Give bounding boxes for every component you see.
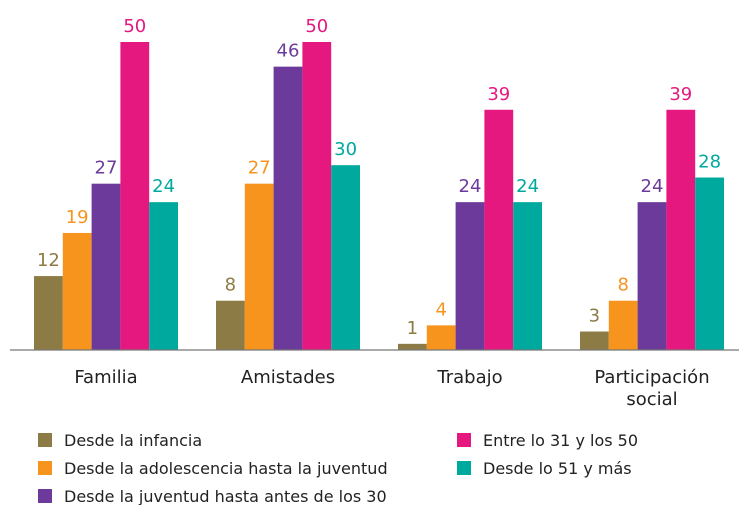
bar xyxy=(34,276,63,350)
value-label: 3 xyxy=(589,306,600,327)
value-label: 4 xyxy=(435,299,446,320)
value-label: 39 xyxy=(487,84,510,105)
legend-item: Desde lo 51 y más xyxy=(457,454,737,482)
legend-swatch xyxy=(457,433,471,447)
value-label: 24 xyxy=(152,176,175,197)
value-label: 39 xyxy=(669,84,692,105)
value-label: 24 xyxy=(641,176,664,197)
x-tick-label: Trabajo xyxy=(437,367,503,388)
bar xyxy=(216,300,245,350)
value-label: 46 xyxy=(277,41,300,62)
bar xyxy=(637,202,667,350)
value-label: 50 xyxy=(123,16,146,37)
legend-label: Desde la juventud hasta antes de los 30 xyxy=(64,486,387,505)
value-label: 50 xyxy=(305,16,328,37)
bar xyxy=(91,183,121,350)
legend-item: Desde la adolescencia hasta la juventud xyxy=(38,454,457,482)
bar xyxy=(455,202,485,350)
bar xyxy=(580,331,609,350)
bar xyxy=(62,232,92,350)
legend: Desde la infancia Desde la adolescencia h… xyxy=(38,426,738,505)
value-label: 27 xyxy=(248,158,271,179)
value-label: 24 xyxy=(459,176,482,197)
bar xyxy=(331,165,360,350)
bar xyxy=(426,325,456,350)
value-label: 12 xyxy=(37,250,60,271)
x-tick-label: Familia xyxy=(74,367,138,388)
bar xyxy=(666,109,696,350)
bar xyxy=(273,66,303,350)
value-label: 30 xyxy=(334,139,357,160)
x-tick-label: Amistades xyxy=(240,367,336,388)
value-label: 28 xyxy=(698,152,721,173)
value-label: 27 xyxy=(95,158,118,179)
bar xyxy=(484,109,514,350)
bar xyxy=(608,300,638,350)
bar xyxy=(149,202,178,350)
bar xyxy=(695,177,724,350)
legend-label: Desde la adolescencia hasta la juventud xyxy=(64,458,388,478)
legend-label: Desde la infancia xyxy=(64,430,203,450)
bar xyxy=(302,42,332,350)
legend-label: Desde lo 51 y más xyxy=(483,458,632,478)
legend-item: Entre lo 31 y los 50 xyxy=(457,426,737,454)
value-label: 24 xyxy=(516,176,539,197)
value-label: 19 xyxy=(66,207,89,228)
bar xyxy=(120,42,150,350)
bar xyxy=(398,343,427,350)
value-label: 8 xyxy=(617,275,628,296)
legend-swatch xyxy=(38,461,52,475)
value-label: 8 xyxy=(225,275,236,296)
legend-label: Entre lo 31 y los 50 xyxy=(483,430,639,450)
value-label: 1 xyxy=(407,318,418,339)
legend-swatch xyxy=(38,489,52,503)
legend-swatch xyxy=(38,433,52,447)
x-tick-label: Participación social xyxy=(594,367,710,410)
legend-swatch xyxy=(457,461,471,475)
legend-item: Desde la juventud hasta antes de los 30 xyxy=(38,482,457,505)
bar xyxy=(513,202,542,350)
legend-item: Desde la infancia xyxy=(38,426,457,454)
bar xyxy=(244,183,274,350)
